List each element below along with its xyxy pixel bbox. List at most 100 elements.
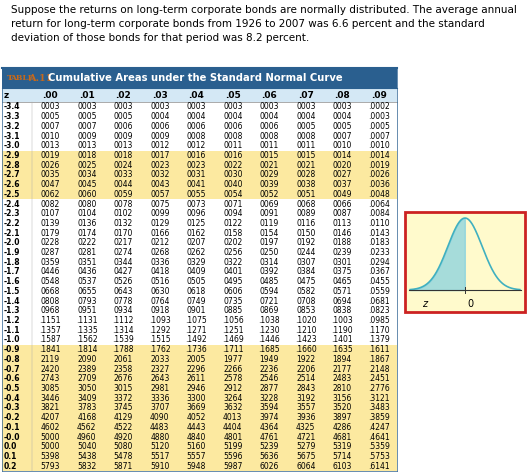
Text: 5832: 5832 [77,462,96,471]
Text: 5319: 5319 [332,442,352,451]
Text: 2643: 2643 [150,374,170,383]
Text: 0019: 0019 [41,151,60,160]
Text: 1949: 1949 [260,355,279,364]
Text: 3372: 3372 [113,394,133,403]
Text: 0007: 0007 [332,132,352,141]
Bar [2,461,397,471]
Text: 0901: 0901 [187,306,206,315]
Text: 2810: 2810 [333,384,352,393]
Text: 0094: 0094 [223,209,243,218]
Text: 0409: 0409 [187,268,206,277]
Text: 5871: 5871 [113,462,133,471]
Text: -0.9: -0.9 [4,345,21,354]
Text: 0069: 0069 [260,200,279,209]
Text: .3483: .3483 [368,404,390,413]
Text: 0287: 0287 [41,248,60,257]
Text: 3228: 3228 [260,394,279,403]
Text: 0392: 0392 [260,268,279,277]
Text: 0066: 0066 [332,200,352,209]
Text: .0005: .0005 [368,122,390,131]
Text: 2709: 2709 [77,374,96,383]
Text: 2843: 2843 [296,384,315,393]
Text: 5199: 5199 [223,442,242,451]
Text: 3707: 3707 [150,404,170,413]
Text: 2177: 2177 [333,364,352,373]
Text: 0091: 0091 [260,209,279,218]
Text: 0005: 0005 [332,122,352,131]
Text: 0027: 0027 [332,170,352,179]
Text: .0048: .0048 [368,190,390,199]
Text: 0548: 0548 [41,277,60,286]
Text: 4801: 4801 [223,432,242,441]
Text: 0793: 0793 [77,296,96,305]
Text: 0301: 0301 [332,258,352,267]
Text: 4562: 4562 [77,423,96,432]
Text: .08: .08 [334,91,350,100]
Text: .1515: .1515 [149,336,171,345]
Text: .1401: .1401 [331,336,353,345]
Text: 0465: 0465 [332,277,352,286]
Text: .1112: .1112 [112,316,134,325]
Text: 5793: 5793 [41,462,60,471]
Text: 0606: 0606 [223,287,243,296]
Text: 4721: 4721 [296,432,315,441]
Text: 0122: 0122 [223,219,242,228]
Text: 0004: 0004 [223,112,243,121]
Bar [2,413,397,422]
Text: 0132: 0132 [113,219,133,228]
Text: .01: .01 [79,91,95,100]
Text: 0011: 0011 [260,141,279,150]
Text: 0032: 0032 [150,170,170,179]
Text: 5675: 5675 [296,452,315,461]
Text: 0013: 0013 [41,141,60,150]
Bar [2,267,397,277]
Text: -2.0: -2.0 [4,238,21,247]
Text: 0125: 0125 [187,219,206,228]
Text: 0045: 0045 [77,180,96,189]
Text: 0047: 0047 [41,180,60,189]
Text: 3520: 3520 [332,404,352,413]
Text: 0384: 0384 [296,268,315,277]
Text: 0059: 0059 [113,190,133,199]
Text: 0537: 0537 [77,277,96,286]
Text: 0281: 0281 [77,248,96,257]
Text: 0006: 0006 [113,122,133,131]
Text: 0022: 0022 [223,160,242,169]
Text: 0028: 0028 [296,170,315,179]
Text: 0003: 0003 [77,102,96,111]
Text: .1190: .1190 [331,326,353,335]
Bar [2,121,397,131]
Text: .1003: .1003 [331,316,353,325]
Text: 0037: 0037 [332,180,352,189]
Text: .0559: .0559 [368,287,390,296]
Text: 0239: 0239 [332,248,352,257]
Text: 0012: 0012 [150,141,170,150]
Text: .3121: .3121 [368,394,390,403]
Text: 0162: 0162 [187,228,206,237]
Text: .2776: .2776 [368,384,390,393]
Text: .1711: .1711 [222,345,243,354]
Text: -0.3: -0.3 [4,404,21,413]
Text: 0139: 0139 [41,219,60,228]
Text: 3300: 3300 [187,394,206,403]
Text: 0011: 0011 [296,141,315,150]
Text: 1922: 1922 [296,355,315,364]
Text: -0.4: -0.4 [4,394,21,403]
Text: 0003: 0003 [187,102,206,111]
Text: 3745: 3745 [113,404,133,413]
Text: 0188: 0188 [333,238,352,247]
Text: 0075: 0075 [150,200,170,209]
Text: .1469: .1469 [222,336,244,345]
Text: 3783: 3783 [77,404,96,413]
Text: 3085: 3085 [41,384,60,393]
Bar [2,442,397,452]
Text: 0307: 0307 [296,258,315,267]
Text: 0020: 0020 [332,160,352,169]
Text: 0051: 0051 [296,190,315,199]
Text: 0146: 0146 [332,228,352,237]
Text: 2483: 2483 [333,374,352,383]
Text: .1762: .1762 [149,345,171,354]
Text: 0778: 0778 [113,296,133,305]
Text: .1271: .1271 [186,326,207,335]
Text: .0007: .0007 [368,132,390,141]
